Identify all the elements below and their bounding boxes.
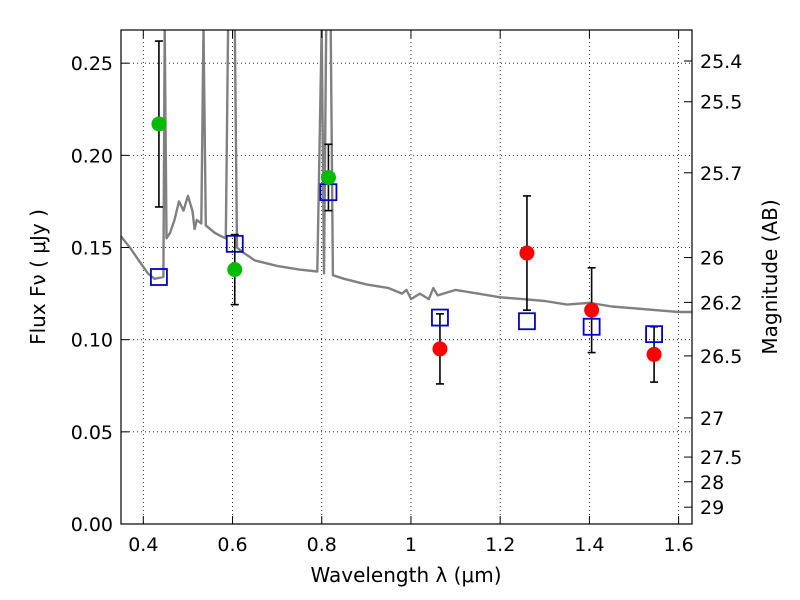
y2-tick-label: 25.7 <box>700 163 742 185</box>
x-tick-label: 1 <box>405 534 417 556</box>
y-tick-label: 0.20 <box>71 145 113 167</box>
green-detection-point <box>227 262 243 278</box>
green-detection-point <box>151 116 167 132</box>
y-axis-left: 0.00 0.05 0.10 0.15 0.20 0.25 <box>71 53 129 536</box>
red-detection-point <box>584 302 600 318</box>
y2-tick-label: 28 <box>700 472 724 494</box>
y2-tick-label: 26 <box>700 248 724 270</box>
y-tick-label: 0.10 <box>71 330 113 352</box>
y2-tick-label: 26.2 <box>700 292 742 314</box>
plot-area <box>121 30 692 314</box>
y-tick-label: 0.15 <box>71 238 113 260</box>
x-tick-label: 0.6 <box>217 534 247 556</box>
y-axis-right: 25.4 25.5 25.7 26 26.2 26.5 27 27.5 28 29 <box>684 51 742 519</box>
y-tick-label: 0.00 <box>71 514 113 536</box>
red-detection-point <box>432 341 448 357</box>
model-flux-square <box>150 268 168 286</box>
y2-tick-label: 29 <box>700 497 724 519</box>
model-spectrum-line <box>121 30 692 314</box>
y2-tick-label: 27.5 <box>700 447 742 469</box>
model-flux-square <box>431 308 449 327</box>
y2-axis-label: Magnitude (AB) <box>758 199 782 354</box>
x-axis-label: Wavelength λ (μm) <box>310 563 501 587</box>
plot-frame <box>120 29 693 525</box>
y2-tick-label: 26.5 <box>700 346 742 368</box>
y2-tick-label: 25.5 <box>700 92 742 114</box>
model-flux-square <box>582 317 601 336</box>
x-tick-label: 0.8 <box>307 534 337 556</box>
x-tick-label: 1.4 <box>574 534 604 556</box>
plot-background <box>121 30 692 524</box>
model-flux-square <box>225 234 244 253</box>
markers <box>150 40 663 385</box>
x-tick-label: 1.2 <box>485 534 515 556</box>
model-flux-square <box>645 325 663 344</box>
y-tick-label: 0.05 <box>71 422 113 444</box>
red-detection-point <box>646 346 662 362</box>
x-axis: 0.4 0.6 0.8 1 1.2 1.4 1.6 <box>128 30 694 556</box>
x-tick-label: 1.6 <box>664 534 694 556</box>
x-tick-label: 0.4 <box>128 534 158 556</box>
model-flux-square <box>518 312 536 331</box>
red-detection-point <box>519 245 535 261</box>
y2-tick-label: 27 <box>700 408 724 430</box>
y-axis-label: Flux Fν ( μJy ) <box>26 209 50 345</box>
green-detection-point <box>320 169 336 185</box>
y2-tick-label: 25.4 <box>700 51 742 73</box>
y-tick-label: 0.25 <box>71 53 113 75</box>
